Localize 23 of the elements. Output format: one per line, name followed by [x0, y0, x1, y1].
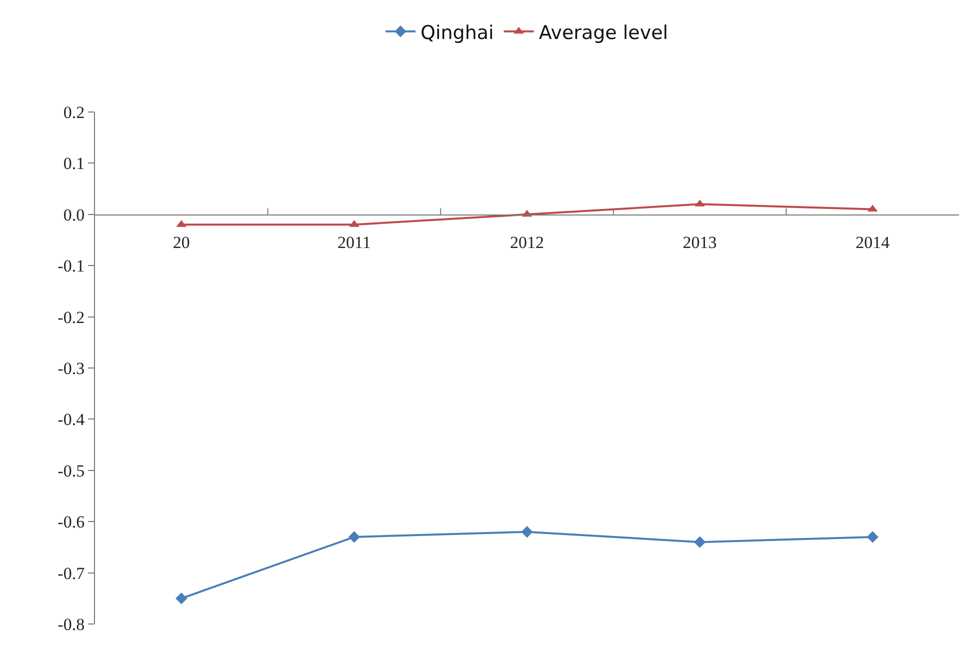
point [866, 531, 878, 543]
y-tick-label: -0.3 [58, 358, 85, 378]
y-tick-label: -0.8 [58, 614, 85, 634]
x-tick-label: 2013 [682, 232, 717, 252]
point [176, 592, 188, 604]
y-tick-label: -0.6 [58, 512, 85, 532]
point [694, 536, 706, 548]
x-tick-label: 20 [172, 232, 190, 252]
y-tick-label: -0.7 [58, 564, 86, 583]
y-tick-label: -0.4 [58, 410, 86, 430]
legend-label: Average level [538, 22, 668, 44]
y-tick-label: 0.2 [63, 102, 85, 122]
x-tick-label: 2014 [856, 232, 890, 252]
point [348, 531, 360, 543]
y-tick-label: -0.5 [58, 461, 85, 480]
x-tick-label: 2011 [338, 232, 371, 252]
point [521, 526, 533, 538]
y-tick-label: -0.1 [58, 256, 85, 276]
y-tick-label: 0.1 [63, 154, 85, 174]
y-tick-label: 0.0 [63, 205, 85, 224]
x-tick-label: 2012 [510, 232, 544, 252]
y-tick-label: -0.2 [58, 308, 85, 327]
legend-label: Qinghai [420, 22, 494, 44]
